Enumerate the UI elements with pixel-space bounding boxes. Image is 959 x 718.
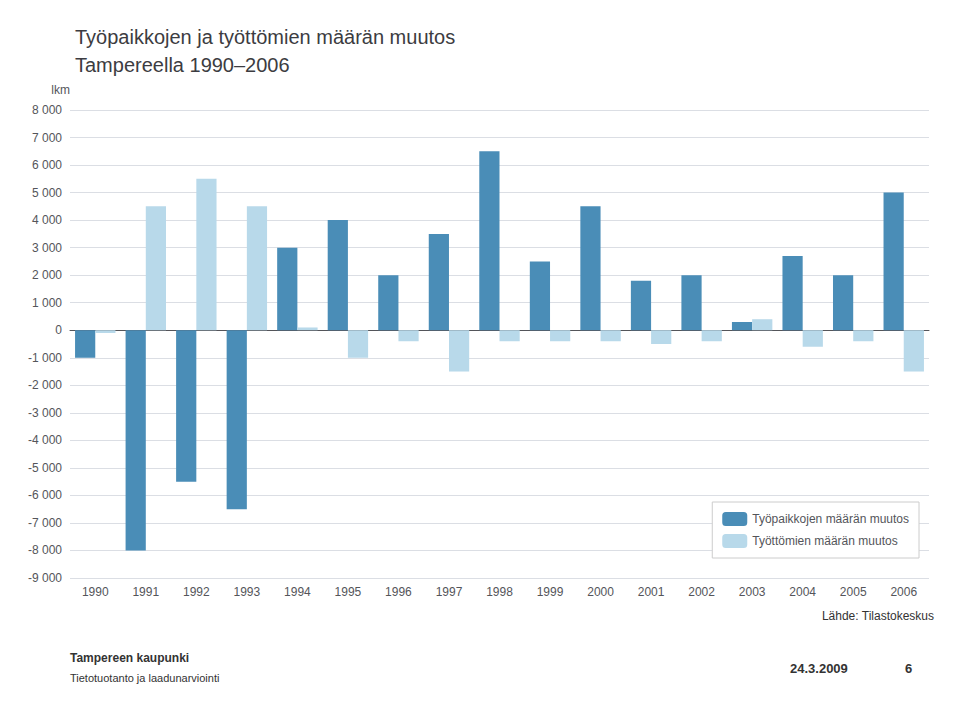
svg-text:1 000: 1 000 [32, 296, 62, 310]
svg-text:-1 000: -1 000 [28, 351, 62, 365]
svg-text:-7 000: -7 000 [28, 516, 62, 530]
svg-text:3 000: 3 000 [32, 241, 62, 255]
svg-text:2006: 2006 [890, 585, 917, 599]
svg-text:-8 000: -8 000 [28, 543, 62, 557]
svg-text:1991: 1991 [132, 585, 159, 599]
svg-text:1995: 1995 [335, 585, 362, 599]
svg-text:1999: 1999 [537, 585, 564, 599]
svg-text:Tampereen kaupunki: Tampereen kaupunki [70, 651, 189, 665]
svg-text:2 000: 2 000 [32, 268, 62, 282]
svg-text:6: 6 [905, 661, 912, 676]
svg-text:-4 000: -4 000 [28, 433, 62, 447]
svg-text:-5 000: -5 000 [28, 461, 62, 475]
svg-text:-6 000: -6 000 [28, 488, 62, 502]
svg-text:2000: 2000 [587, 585, 614, 599]
svg-text:2002: 2002 [688, 585, 715, 599]
svg-text:Työpaikkojen määrän muutos: Työpaikkojen määrän muutos [752, 512, 909, 526]
svg-text:-2 000: -2 000 [28, 378, 62, 392]
svg-text:6 000: 6 000 [32, 158, 62, 172]
svg-text:8 000: 8 000 [32, 103, 62, 117]
svg-text:1993: 1993 [234, 585, 261, 599]
svg-text:2005: 2005 [840, 585, 867, 599]
svg-text:Lähde: Tilastokeskus: Lähde: Tilastokeskus [822, 609, 934, 623]
svg-text:lkm: lkm [51, 83, 70, 97]
svg-text:2003: 2003 [739, 585, 766, 599]
svg-text:1994: 1994 [284, 585, 311, 599]
svg-text:4 000: 4 000 [32, 213, 62, 227]
svg-text:5 000: 5 000 [32, 186, 62, 200]
svg-text:1997: 1997 [436, 585, 463, 599]
svg-text:Työttömien määrän muutos: Työttömien määrän muutos [752, 534, 897, 548]
svg-text:24.3.2009: 24.3.2009 [790, 661, 848, 676]
svg-text:0: 0 [55, 323, 62, 337]
svg-text:2001: 2001 [638, 585, 665, 599]
svg-text:1990: 1990 [82, 585, 109, 599]
svg-text:Tietotuotanto ja laadunarvioin: Tietotuotanto ja laadunarviointi [70, 672, 219, 684]
svg-text:-9 000: -9 000 [28, 571, 62, 585]
svg-text:Tampereella 1990–2006: Tampereella 1990–2006 [75, 54, 290, 76]
svg-text:7 000: 7 000 [32, 131, 62, 145]
svg-text:-3 000: -3 000 [28, 406, 62, 420]
svg-text:1996: 1996 [385, 585, 412, 599]
svg-text:1992: 1992 [183, 585, 210, 599]
svg-text:Työpaikkojen ja työttömien mää: Työpaikkojen ja työttömien määrän muutos [75, 26, 455, 48]
svg-text:1998: 1998 [486, 585, 513, 599]
svg-text:2004: 2004 [789, 585, 816, 599]
